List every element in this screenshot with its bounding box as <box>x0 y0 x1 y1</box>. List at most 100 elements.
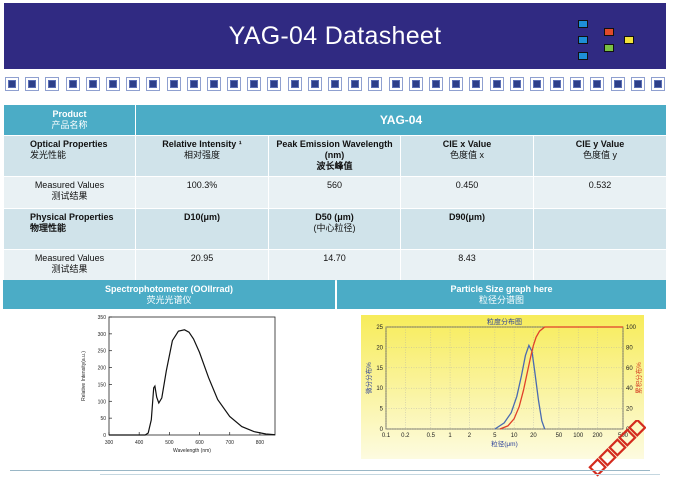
col-unit: (nm) <box>324 150 345 160</box>
physical-col-empty <box>533 208 667 250</box>
strip-square-inner <box>453 81 460 87</box>
spectrum-panel-subtitle: 荧光光谱仪 <box>146 295 192 305</box>
strip-square <box>308 78 321 90</box>
x-axis-label: 粒径(μm) <box>491 439 518 448</box>
footer-divider-2 <box>100 474 660 475</box>
chart-title: 粒度分布图 <box>487 317 522 326</box>
strip-square-inner <box>533 81 540 87</box>
table-header-row: Product 产品名称 YAG-04 <box>3 104 667 136</box>
decor-red-square <box>627 420 646 437</box>
measured-label-en: Measured Values <box>34 253 105 263</box>
decorative-square-strip <box>4 74 666 94</box>
value-d50: 14.70 <box>268 249 401 282</box>
strip-square-inner <box>251 81 258 87</box>
strip-square-inner <box>473 81 480 87</box>
measured-label-cell: Measured Values 测试结果 <box>3 176 136 209</box>
optical-col-peak-wavelength: Peak Emission Wavelength (nm) 波长峰值 <box>268 135 401 177</box>
strip-square <box>450 78 463 90</box>
strip-square <box>86 78 99 90</box>
particle-size-panel: Particle Size graph here 粒径分谱图 粒度分布图 0.1 0… <box>337 280 666 464</box>
strip-square <box>106 78 119 90</box>
decor-square-3 <box>578 36 588 44</box>
y2-tick-label: 20 <box>626 407 633 413</box>
strip-square-inner <box>634 81 641 87</box>
strip-square <box>127 78 140 90</box>
strip-square <box>652 78 664 90</box>
spectrum-panel-header: Spectrophotometer (OOIIrrad) 荧光光谱仪 <box>3 280 335 309</box>
strip-square-inner <box>89 81 96 87</box>
y-tick-label: 25 <box>376 325 383 331</box>
physical-col-d50: D50 (μm) (中心粒径) <box>268 208 401 250</box>
y-axis-label: Relative Intensity(a.u.) <box>81 351 87 401</box>
x-tick-label: 800 <box>256 440 265 446</box>
decor-red-square <box>588 457 607 477</box>
x-tick-label: 1 <box>448 433 452 439</box>
y-tick-label: 0 <box>103 433 106 439</box>
x-tick-label: 500 <box>618 433 629 439</box>
strip-square <box>147 78 160 90</box>
page-title: YAG-04 Datasheet <box>228 22 442 50</box>
strip-square-inner <box>594 81 601 87</box>
strip-square-inner <box>332 81 338 87</box>
strip-square-inner <box>130 81 137 87</box>
product-label-en: Product <box>52 109 87 119</box>
strip-square-inner <box>109 81 116 87</box>
x-tick-label: 600 <box>195 440 204 446</box>
x-axis-label: Wavelength (nm) <box>173 448 211 454</box>
y-tick-label: 50 <box>100 416 106 422</box>
strip-square <box>207 78 220 90</box>
x-tick-label: 100 <box>573 433 584 439</box>
strip-square <box>26 78 39 90</box>
product-label-cell: Product 产品名称 <box>3 104 136 136</box>
strip-square <box>389 78 402 90</box>
value-peak-wavelength: 560 <box>268 176 401 209</box>
strip-square <box>228 78 241 90</box>
y-tick-label: 10 <box>376 386 383 392</box>
spec-table: Product 产品名称 YAG-04 Optical Properties 发… <box>3 104 667 282</box>
optical-col-relative-intensity: Relative Intensity ¹ 相对强度 <box>135 135 269 177</box>
x-tick-label: 500 <box>165 440 174 446</box>
x-tick-label: 2 <box>468 433 472 439</box>
strip-square-inner <box>614 81 621 87</box>
y-tick-label: 15 <box>376 366 383 372</box>
col-title: Peak Emission Wavelength <box>276 139 393 149</box>
strip-square-inner <box>392 81 399 87</box>
decor-red-square <box>598 448 617 467</box>
strip-square <box>611 78 624 90</box>
physical-col-d90: D90(μm) <box>400 208 534 250</box>
physical-col-d10: D10(μm) <box>135 208 269 250</box>
strip-square-inner <box>352 81 359 87</box>
measured-label-zh: 测试结果 <box>51 264 88 274</box>
strip-square <box>46 78 59 90</box>
x-tick-label: 300 <box>105 440 114 446</box>
spectrum-panel-title: Spectrophotometer (OOIIrrad) <box>104 284 233 294</box>
strip-square-inner <box>432 81 439 87</box>
x-tick-label: 5 <box>493 433 497 439</box>
y-tick-label: 350 <box>98 315 107 321</box>
strip-square <box>510 78 523 90</box>
col-subtitle: 波长峰值 <box>316 161 353 171</box>
value-cie-x: 0.450 <box>400 176 534 209</box>
y2-tick-label: 80 <box>626 345 633 351</box>
strip-square <box>329 78 341 90</box>
strip-square <box>409 78 422 90</box>
y-tick-label: 200 <box>98 366 107 372</box>
decor-red-square <box>617 428 637 447</box>
col-title: CIE y Value <box>575 139 625 149</box>
decor-red-square <box>608 438 627 457</box>
optical-header-row: Optical Properties 发光性能 Relative Intensi… <box>3 135 667 177</box>
strip-square-inner <box>190 81 197 87</box>
strip-square-inner <box>574 81 581 87</box>
x-tick-label: 10 <box>511 433 518 439</box>
physical-header-row: Physical Properties 物理性能 D10(μm) D50 (μm… <box>3 208 667 250</box>
decor-square-2 <box>604 28 614 36</box>
chart-background <box>361 315 644 459</box>
strip-square-inner <box>69 81 76 87</box>
col-title: D90(μm) <box>448 212 485 222</box>
decor-square-5 <box>624 36 634 44</box>
measured-label-cell: Measured Values 测试结果 <box>3 249 136 282</box>
col-subtitle: 色度值 x <box>449 150 484 160</box>
differential-series-line <box>494 343 546 430</box>
optical-col-cie-y: CIE y Value 色度值 y <box>533 135 667 177</box>
